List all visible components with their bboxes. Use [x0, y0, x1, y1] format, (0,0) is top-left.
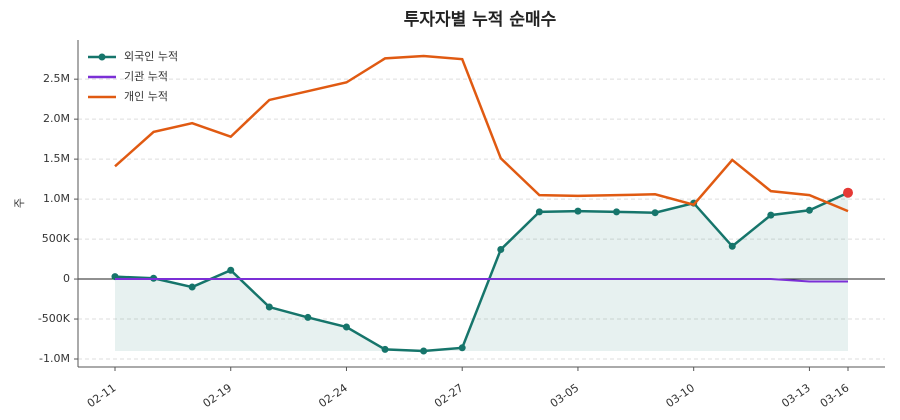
point — [535, 208, 543, 216]
x-tick-label: 03-10 — [663, 381, 697, 410]
legend-label: 외국인 누적 — [124, 50, 178, 63]
y-tick-label: 1.5M — [43, 152, 70, 165]
y-tick-label: -500K — [38, 312, 71, 325]
y-tick-label: 0 — [63, 272, 70, 285]
x-tick-label: 03-13 — [779, 381, 813, 410]
point — [304, 313, 312, 321]
x-tick-label: 02-11 — [85, 381, 119, 410]
legend-label: 개인 누적 — [124, 90, 168, 103]
last-point-highlight — [843, 187, 853, 198]
legend-label: 기관 누적 — [124, 70, 168, 83]
series-line — [114, 54, 849, 213]
y-tick-label: 1.0M — [43, 192, 70, 205]
point — [497, 245, 505, 253]
y-tick-label: 2.5M — [43, 72, 70, 85]
point — [767, 211, 775, 219]
point — [227, 266, 235, 274]
x-tick-label: 03-16 — [818, 381, 852, 410]
x-tick-label: 03-05 — [548, 381, 582, 410]
y-tick-label: 500K — [42, 232, 71, 245]
y-axis-label: 주 — [13, 198, 26, 208]
y-tick-label: -1.0M — [39, 352, 70, 365]
x-tick-label: 02-19 — [201, 381, 235, 410]
point — [265, 303, 273, 311]
area-fill — [115, 192, 848, 352]
point — [728, 242, 736, 250]
point — [574, 207, 582, 215]
y-tick-label: 2.0M — [43, 112, 70, 125]
point — [458, 344, 466, 352]
point — [651, 209, 659, 217]
series-line — [115, 278, 848, 283]
point — [805, 206, 813, 214]
point — [188, 283, 196, 291]
point — [381, 345, 389, 353]
legend-marker — [98, 53, 106, 61]
point — [420, 347, 428, 355]
series-line — [114, 191, 849, 353]
point — [342, 323, 350, 331]
chart-title: 투자자별 누적 순매수 — [404, 10, 557, 30]
x-tick-label: 02-24 — [316, 381, 350, 410]
x-tick-label: 02-27 — [432, 381, 466, 410]
point — [613, 208, 621, 216]
